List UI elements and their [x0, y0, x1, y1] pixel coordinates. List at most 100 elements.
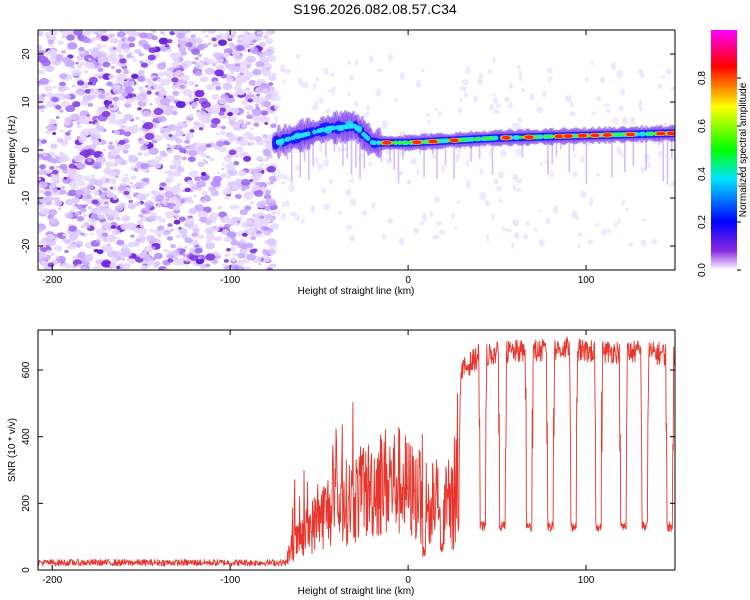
spectrogram-noise-blob: [241, 232, 248, 237]
spectrogram-speckle: [399, 236, 405, 246]
spectrogram-noise-blob: [83, 175, 91, 181]
spectrogram-noise-blob: [184, 65, 189, 68]
spectrogram-noise-blob: [53, 189, 58, 193]
spectrogram-noise-blob: [60, 100, 70, 107]
spectrogram-speckle: [495, 103, 501, 108]
spectrogram-noise-blob: [267, 248, 277, 255]
spectrogram-noise-blob: [155, 200, 161, 205]
spectrogram-noise-blob: [181, 51, 188, 56]
spectrogram-noise-blob: [49, 55, 57, 61]
spectrogram-speckle: [376, 68, 384, 73]
spectrogram-speckle: [365, 111, 370, 116]
spectrogram-noise-blob: [171, 110, 178, 116]
spectrogram-noise-blob: [253, 98, 260, 104]
spectrogram-noise-blob: [263, 101, 272, 107]
spectrogram-noise-blob: [200, 76, 209, 83]
spectrogram-noise-blob: [148, 147, 159, 155]
spectrogram-noise-blob: [131, 73, 139, 79]
spectrogram-noise-blob: [139, 60, 144, 64]
spectrogram-speckle: [313, 100, 319, 108]
spectrogram-noise-blob: [226, 74, 231, 77]
spectrogram-noise-blob: [59, 129, 64, 133]
spectrogram-noise-blob: [156, 62, 167, 70]
spectrogram-speckle: [500, 149, 507, 158]
spectrogram-noise-blob: [261, 110, 269, 116]
spectrogram-noise-blob: [95, 239, 101, 243]
spectrogram-noise-blob: [109, 262, 117, 268]
spectrogram-noise-blob: [119, 58, 127, 64]
spectrogram-noise-blob: [157, 225, 165, 231]
spectrogram-noise-blob: [144, 132, 155, 141]
spectrogram-speckle: [590, 60, 594, 66]
spectrogram-speckle: [508, 101, 513, 109]
spectrogram-noise-blob: [79, 130, 89, 138]
spectrogram-noise-blob: [138, 233, 146, 240]
spectrogram-noise-blob: [195, 37, 203, 42]
spectrogram-noise-blob: [253, 122, 260, 127]
spectrogram-ridge-mid: [460, 138, 466, 142]
spectrogram-noise-blob: [109, 186, 114, 190]
spectrogram-noise-blob: [196, 180, 207, 188]
spectrogram-noise-blob: [241, 266, 252, 270]
spectrogram-speckle: [638, 99, 642, 109]
spectrogram-noise-blob: [146, 200, 151, 204]
spectrogram-noise-blob: [99, 205, 107, 211]
spectrogram-noise-blob: [106, 191, 115, 198]
spectrogram-speckle: [620, 88, 626, 96]
spectrogram-noise-blob: [223, 236, 232, 243]
spectrogram-speckle: [493, 178, 499, 185]
spectrogram-noise-blob: [192, 125, 197, 129]
spectrogram-speckle: [622, 116, 628, 125]
spectrogram-speckle: [398, 170, 403, 176]
spectrogram-hotspot: [524, 135, 534, 139]
spectrogram-noise-blob: [230, 239, 239, 246]
spectrogram-noise-blob: [269, 201, 276, 206]
spectrogram-noise-blob: [224, 195, 230, 200]
spectrogram-noise-blob: [71, 84, 76, 88]
spectrogram-noise-blob: [159, 31, 164, 34]
spectrogram-noise-blob: [83, 221, 90, 227]
spectrogram-noise-blob: [55, 105, 62, 110]
spectrogram-noise-blob: [65, 59, 75, 67]
spectrogram-noise-blob: [67, 243, 77, 250]
spectrogram-noise-blob: [116, 207, 122, 212]
spectrogram-noise-blob: [151, 196, 155, 200]
spectrogram-noise-blob: [194, 90, 205, 98]
spectrogram-noise-blob: [262, 150, 272, 157]
spectrogram-speckle: [316, 163, 324, 170]
spectrogram-noise-blob: [265, 38, 274, 45]
spectrogram-speckle: [508, 82, 513, 89]
spectrogram-noise-blob: [99, 260, 103, 263]
spectrogram-noise-blob: [235, 141, 240, 145]
spectrogram-noise-blob: [79, 50, 86, 55]
spectrogram-speckle: [620, 199, 626, 206]
spectrogram-noise-blob: [152, 162, 162, 169]
spectrogram-noise-blob: [108, 74, 116, 80]
spectrogram-noise-blob: [47, 39, 55, 45]
spectrogram-noise-blob: [165, 79, 170, 83]
spectrogram-speckle: [315, 77, 319, 82]
spectrogram-speckle: [284, 177, 292, 181]
spectrogram-noise-blob: [219, 107, 227, 113]
spectrogram-noise-blob: [239, 209, 248, 216]
spectrogram-speckle: [349, 74, 354, 81]
spectrogram-noise-blob: [144, 200, 154, 208]
spectrogram-noise-blob: [100, 35, 109, 42]
spectrogram-noise-blob: [93, 133, 102, 139]
spectrogram-noise-blob: [134, 48, 142, 54]
spectrogram-noise-blob: [255, 82, 262, 87]
spectrogram-noise-blob: [241, 124, 247, 128]
spectrogram-noise-blob: [59, 109, 64, 113]
spectrogram-noise-blob: [246, 111, 250, 114]
spectrogram-noise-blob: [264, 143, 271, 148]
spectrogram-noise-blob: [50, 143, 58, 149]
spectrogram-noise-blob: [40, 139, 48, 144]
spectrogram-noise-blob: [226, 248, 231, 252]
spectrogram-noise-blob: [38, 177, 42, 181]
spectrogram-noise-blob: [190, 102, 199, 108]
spectrogram-speckle: [347, 92, 351, 97]
spectrogram-noise-blob: [164, 44, 170, 48]
spectrogram-noise-blob: [97, 94, 106, 100]
spectrogram-speckle: [498, 199, 504, 203]
spectrogram-noise-blob: [76, 216, 85, 222]
